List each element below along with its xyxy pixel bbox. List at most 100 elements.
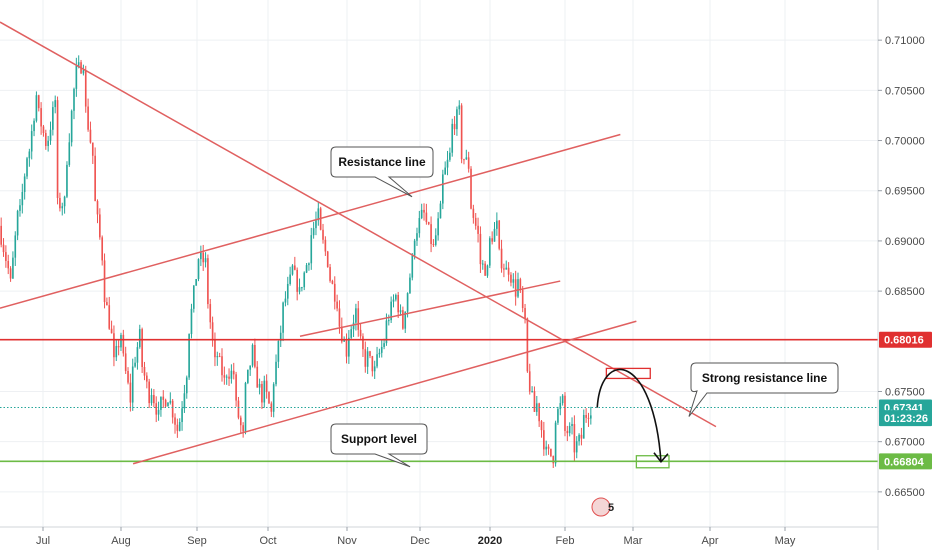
candle-body bbox=[491, 238, 493, 242]
candle-body bbox=[150, 395, 153, 404]
candle-body bbox=[458, 105, 461, 110]
candle-body bbox=[503, 268, 505, 270]
candle-body bbox=[463, 159, 465, 161]
x-tick-label: Aug bbox=[111, 535, 131, 547]
candle-body bbox=[500, 248, 503, 269]
candle-body bbox=[207, 258, 209, 305]
candle-body bbox=[338, 308, 341, 327]
x-tick-label: May bbox=[775, 535, 796, 547]
candle-body bbox=[373, 366, 376, 372]
candle-body bbox=[409, 277, 411, 294]
candle-body bbox=[484, 263, 486, 276]
candle-body bbox=[413, 240, 416, 256]
candle-body bbox=[237, 400, 240, 418]
badge[interactable]: 5 bbox=[591, 497, 614, 517]
candle-body bbox=[296, 269, 298, 292]
candle-body bbox=[202, 252, 205, 263]
candle-body bbox=[477, 225, 479, 234]
candle-body bbox=[561, 395, 564, 404]
candle-body bbox=[467, 157, 470, 169]
callout-text: Resistance line bbox=[338, 155, 426, 169]
candle-body bbox=[68, 142, 71, 165]
x-tick-label: Sep bbox=[187, 535, 207, 547]
candle-body bbox=[294, 265, 296, 270]
candle-body bbox=[16, 210, 19, 236]
candle-body bbox=[263, 380, 266, 403]
candle-body bbox=[578, 434, 580, 442]
candle-body bbox=[157, 409, 160, 415]
price-tag: 01:23:26 bbox=[879, 410, 932, 427]
candle-body bbox=[232, 370, 235, 375]
candle-body bbox=[171, 400, 174, 418]
candle-body bbox=[526, 318, 529, 372]
candle-body bbox=[517, 279, 519, 297]
price-tag-bg bbox=[879, 410, 932, 427]
candle-body bbox=[406, 293, 409, 312]
candle-body bbox=[148, 381, 150, 404]
resistance-target bbox=[605, 367, 651, 380]
candle-body bbox=[251, 344, 254, 366]
candle-body bbox=[30, 131, 33, 152]
candle-body bbox=[430, 224, 432, 245]
candle-body bbox=[52, 107, 54, 130]
candle-body bbox=[56, 100, 59, 198]
candle-body bbox=[70, 110, 73, 143]
candle-body bbox=[87, 106, 89, 130]
candle-body bbox=[488, 238, 491, 266]
candle-body bbox=[54, 100, 57, 108]
candle-body bbox=[14, 235, 17, 258]
y-tick-label: 0.66500 bbox=[885, 487, 925, 499]
y-tick-label: 0.69000 bbox=[885, 236, 925, 248]
candle-body bbox=[399, 310, 402, 313]
candle-body bbox=[352, 322, 355, 330]
candle-body bbox=[134, 362, 136, 367]
trendline-middle-channel bbox=[299, 280, 561, 338]
candle-body bbox=[284, 298, 287, 303]
candle-body bbox=[228, 376, 230, 379]
candle-body bbox=[272, 384, 275, 412]
candle-body bbox=[239, 417, 242, 426]
candle-body bbox=[486, 265, 489, 276]
y-tick-label: 0.70500 bbox=[885, 85, 925, 97]
price-tag-bg bbox=[879, 331, 932, 348]
candle-body bbox=[298, 287, 301, 292]
candle-body bbox=[324, 239, 327, 252]
candle-body bbox=[402, 310, 404, 329]
candle-body bbox=[512, 279, 515, 283]
candle-body bbox=[136, 347, 139, 363]
candle-body bbox=[439, 203, 442, 219]
candle-body bbox=[348, 337, 350, 357]
candle-body bbox=[37, 95, 40, 109]
candle-body bbox=[554, 422, 557, 464]
candle-body bbox=[254, 344, 256, 367]
candle-body bbox=[89, 129, 92, 143]
candle-body bbox=[329, 267, 331, 281]
x-tick-label: 2020 bbox=[478, 535, 502, 547]
candle-body bbox=[369, 351, 371, 357]
candle-body bbox=[84, 70, 87, 107]
candle-body bbox=[127, 370, 129, 383]
candle-body bbox=[326, 251, 329, 268]
y-tick-label: 0.68500 bbox=[885, 286, 925, 298]
candle-body bbox=[73, 88, 75, 111]
candle-body bbox=[122, 334, 125, 354]
price-tag: 0.66804 bbox=[879, 453, 932, 470]
candle-body bbox=[538, 403, 540, 422]
candle-body bbox=[247, 369, 249, 383]
callout-bubble bbox=[330, 146, 434, 198]
candle-body bbox=[472, 208, 475, 218]
x-tick-label: Apr bbox=[701, 535, 718, 547]
y-tick-label: 0.67500 bbox=[885, 386, 925, 398]
candle-body bbox=[249, 365, 252, 370]
candle-body bbox=[552, 456, 555, 464]
candle-body bbox=[545, 446, 548, 450]
candle-body bbox=[197, 259, 200, 280]
x-tick-label: Feb bbox=[556, 535, 575, 547]
candle-body bbox=[519, 279, 522, 290]
candle-body bbox=[120, 334, 122, 348]
candle-body bbox=[117, 346, 120, 348]
price-tag: 0.68016 bbox=[879, 331, 932, 348]
candle-body bbox=[279, 332, 282, 342]
candle-body bbox=[59, 197, 61, 209]
